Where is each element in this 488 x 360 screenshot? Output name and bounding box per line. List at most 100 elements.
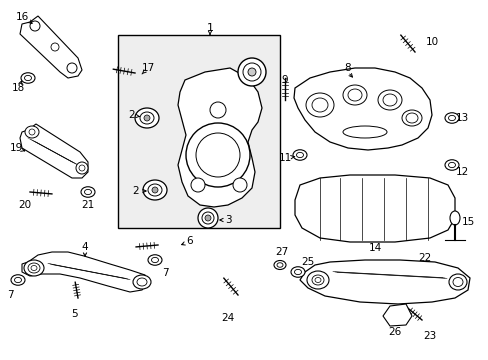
Ellipse shape <box>444 160 458 170</box>
Ellipse shape <box>11 275 25 285</box>
Polygon shape <box>20 124 88 178</box>
Ellipse shape <box>21 73 35 83</box>
Ellipse shape <box>342 126 386 138</box>
Ellipse shape <box>30 21 40 31</box>
Text: 5: 5 <box>72 309 78 319</box>
Ellipse shape <box>135 108 159 128</box>
Ellipse shape <box>191 178 204 192</box>
Text: 10: 10 <box>425 37 438 47</box>
Text: 23: 23 <box>423 331 436 341</box>
Text: 2: 2 <box>132 186 139 196</box>
Ellipse shape <box>28 263 40 273</box>
Ellipse shape <box>401 110 421 126</box>
Ellipse shape <box>294 269 301 275</box>
Ellipse shape <box>306 271 328 289</box>
Ellipse shape <box>51 43 59 51</box>
Ellipse shape <box>142 180 167 200</box>
Ellipse shape <box>238 58 265 86</box>
Ellipse shape <box>143 115 150 121</box>
Ellipse shape <box>81 187 95 197</box>
Text: 14: 14 <box>367 243 381 253</box>
Ellipse shape <box>342 85 366 105</box>
Ellipse shape <box>67 63 77 73</box>
Ellipse shape <box>79 165 85 171</box>
Polygon shape <box>294 175 454 242</box>
Text: 20: 20 <box>19 200 32 210</box>
Ellipse shape <box>449 211 459 225</box>
Ellipse shape <box>377 90 401 110</box>
Polygon shape <box>22 252 148 292</box>
Text: 11: 11 <box>278 153 291 163</box>
Ellipse shape <box>311 275 324 285</box>
Bar <box>118 35 280 228</box>
Polygon shape <box>20 16 82 78</box>
Ellipse shape <box>232 178 246 192</box>
Text: 9: 9 <box>281 75 288 85</box>
Ellipse shape <box>347 89 361 101</box>
Polygon shape <box>382 304 411 326</box>
Ellipse shape <box>311 98 327 112</box>
Ellipse shape <box>25 126 39 138</box>
Ellipse shape <box>276 263 283 267</box>
Text: 7: 7 <box>162 268 168 278</box>
Ellipse shape <box>452 278 462 287</box>
Text: 2: 2 <box>128 110 135 120</box>
Ellipse shape <box>29 129 35 135</box>
Ellipse shape <box>152 187 158 193</box>
Ellipse shape <box>24 75 31 81</box>
Text: 19: 19 <box>9 143 22 153</box>
Ellipse shape <box>290 267 305 277</box>
Ellipse shape <box>148 255 162 265</box>
Text: 12: 12 <box>454 167 468 177</box>
Ellipse shape <box>382 94 396 106</box>
Ellipse shape <box>15 277 21 283</box>
Ellipse shape <box>296 152 303 158</box>
Ellipse shape <box>247 68 256 76</box>
Ellipse shape <box>133 275 151 289</box>
Text: 6: 6 <box>186 236 193 246</box>
Text: 15: 15 <box>461 217 474 227</box>
Ellipse shape <box>448 274 466 290</box>
Ellipse shape <box>243 63 261 81</box>
Ellipse shape <box>185 123 249 187</box>
Ellipse shape <box>137 278 147 286</box>
Ellipse shape <box>314 278 320 283</box>
Text: 26: 26 <box>387 327 401 337</box>
Text: 4: 4 <box>81 242 88 252</box>
Ellipse shape <box>405 113 417 123</box>
Ellipse shape <box>305 93 333 117</box>
Text: 3: 3 <box>224 215 231 225</box>
Text: 16: 16 <box>15 12 29 22</box>
Ellipse shape <box>204 215 210 221</box>
Ellipse shape <box>76 162 88 174</box>
Text: 18: 18 <box>11 83 24 93</box>
Ellipse shape <box>292 150 306 160</box>
Ellipse shape <box>151 257 158 263</box>
Text: 22: 22 <box>418 253 431 263</box>
Text: 13: 13 <box>454 113 468 123</box>
Ellipse shape <box>84 189 91 195</box>
Polygon shape <box>299 260 469 304</box>
Text: 24: 24 <box>221 313 234 323</box>
Ellipse shape <box>140 112 154 124</box>
Polygon shape <box>293 68 431 150</box>
Ellipse shape <box>24 260 44 276</box>
Ellipse shape <box>196 133 240 177</box>
Ellipse shape <box>447 115 454 121</box>
Ellipse shape <box>202 212 214 224</box>
Ellipse shape <box>444 113 458 123</box>
Text: 1: 1 <box>206 23 213 33</box>
Text: 8: 8 <box>344 63 350 73</box>
Ellipse shape <box>273 261 285 270</box>
Polygon shape <box>178 68 262 207</box>
Ellipse shape <box>148 184 162 196</box>
Text: 21: 21 <box>81 200 95 210</box>
Text: 17: 17 <box>141 63 154 73</box>
Text: 7: 7 <box>7 290 13 300</box>
Ellipse shape <box>447 162 454 168</box>
Ellipse shape <box>209 102 225 118</box>
Text: 27: 27 <box>275 247 288 257</box>
Text: 25: 25 <box>301 257 314 267</box>
Ellipse shape <box>198 208 218 228</box>
Ellipse shape <box>31 266 37 270</box>
